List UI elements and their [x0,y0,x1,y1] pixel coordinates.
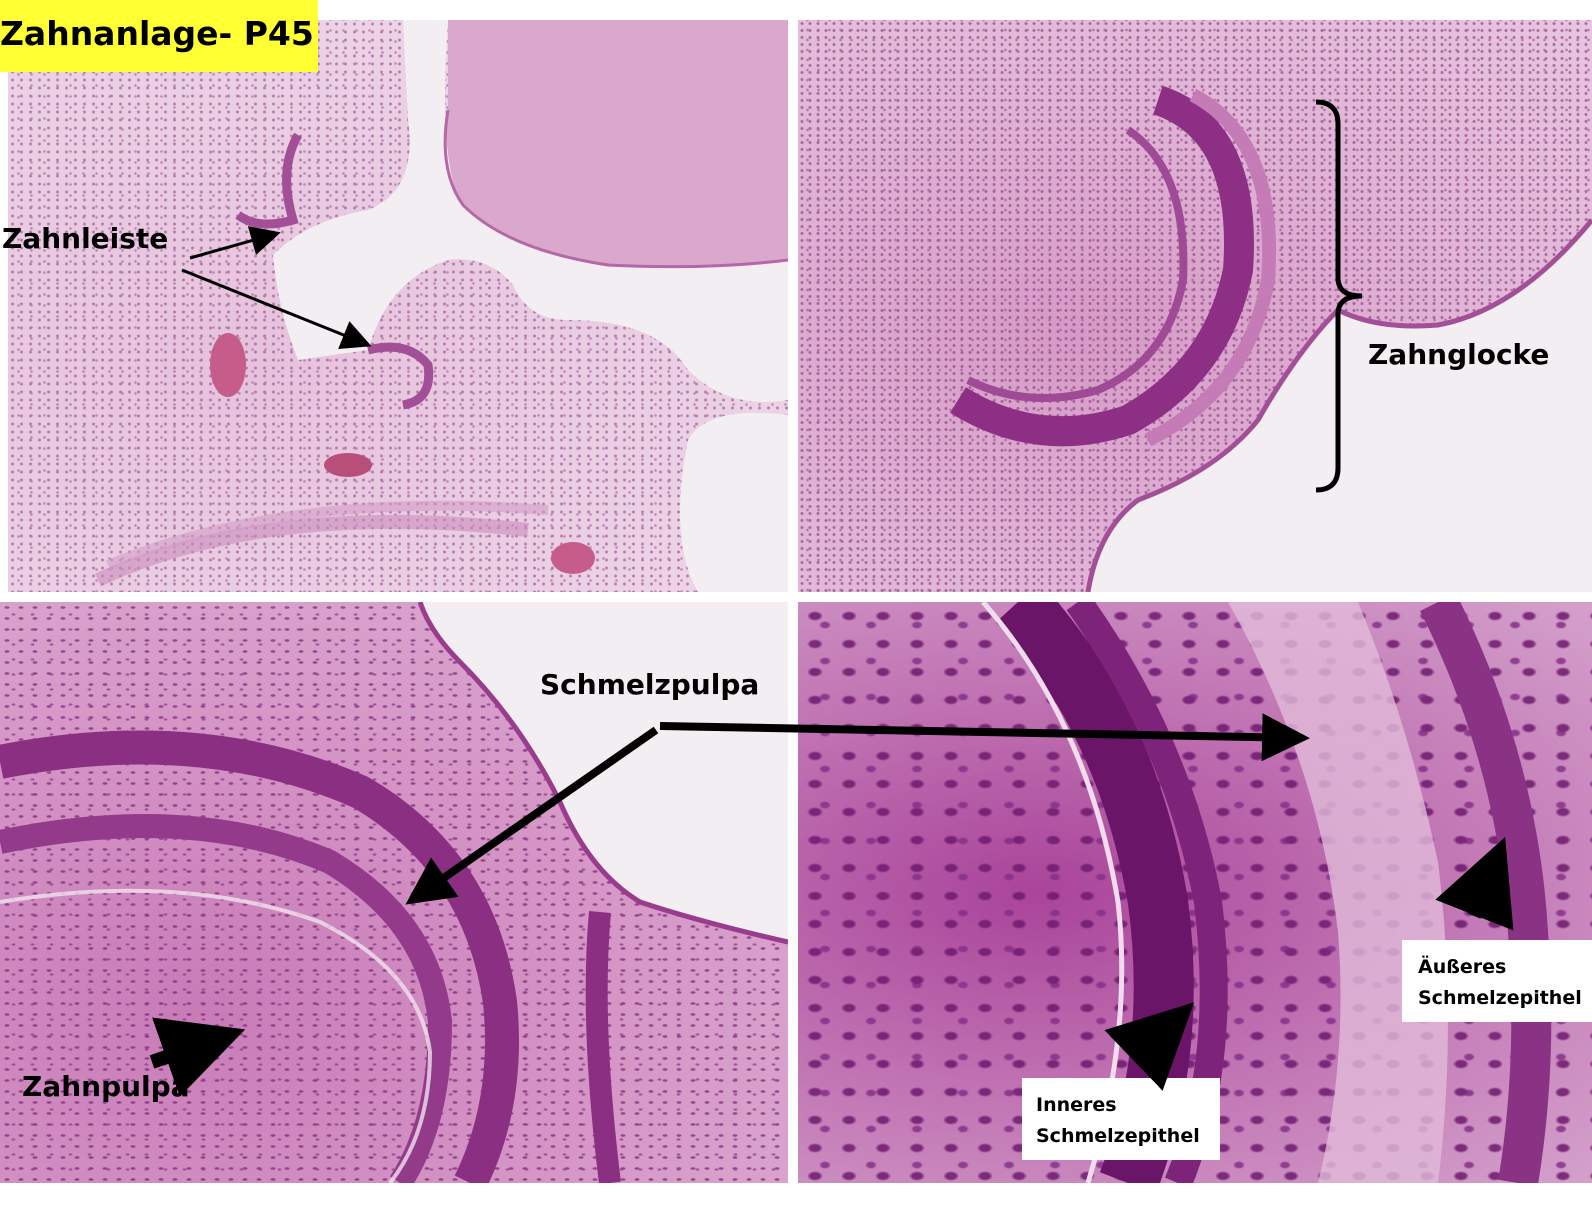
label-zahnleiste: Zahnleiste [2,222,169,255]
label-inneres-line2: Schmelzepithel [1036,1125,1200,1147]
label-box-aeusseres [1402,940,1592,1022]
label-aeusseres-line2: Schmelzepithel [1418,987,1582,1009]
label-box-inneres [1022,1078,1220,1160]
label-schmelzpulpa: Schmelzpulpa [540,668,760,701]
label-inneres-line1: Inneres [1036,1094,1117,1116]
page-title: Zahnanlage- P45 [0,14,314,53]
label-zahnglocke: Zahnglocke [1368,338,1550,371]
overview-tissue-drawing [95,20,788,592]
label-aeusseres-line1: Äußeres [1418,956,1507,978]
bell-stage-tissue-drawing [950,85,1592,592]
label-zahnpulpa: Zahnpulpa [22,1070,190,1103]
histology-panel-overview [8,20,788,592]
histology-panel-bell-stage [798,20,1592,592]
title-box: Zahnanlage- P45 [0,0,318,72]
